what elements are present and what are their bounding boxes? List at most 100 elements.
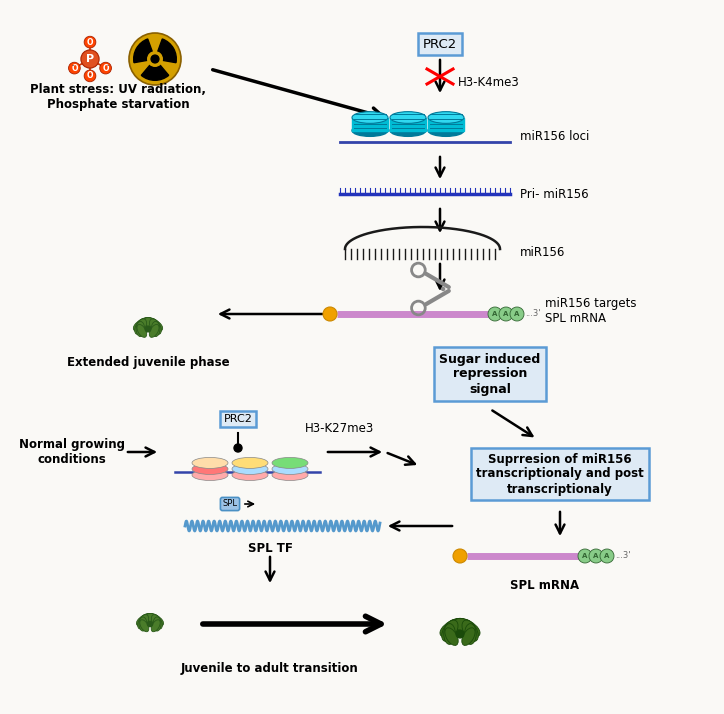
Ellipse shape: [462, 620, 479, 641]
Ellipse shape: [144, 318, 163, 331]
Circle shape: [100, 62, 111, 74]
Ellipse shape: [352, 111, 388, 124]
Text: Pri- miR156: Pri- miR156: [520, 188, 589, 201]
Text: SPL TF: SPL TF: [248, 542, 292, 555]
Text: -: -: [106, 62, 109, 69]
Ellipse shape: [428, 111, 464, 124]
Circle shape: [148, 51, 162, 66]
Text: A: A: [514, 311, 520, 317]
Text: Normal growing
conditions: Normal growing conditions: [19, 438, 125, 466]
Ellipse shape: [149, 319, 161, 334]
Ellipse shape: [454, 618, 480, 638]
Wedge shape: [134, 39, 155, 63]
Ellipse shape: [137, 324, 147, 337]
Ellipse shape: [138, 615, 148, 629]
Circle shape: [234, 444, 242, 452]
Text: PRC2: PRC2: [423, 38, 457, 51]
Text: Extended juvenile phase: Extended juvenile phase: [67, 356, 230, 369]
Circle shape: [453, 549, 467, 563]
Ellipse shape: [440, 618, 466, 638]
Text: miR156 targets
SPL mRNA: miR156 targets SPL mRNA: [545, 297, 636, 325]
Circle shape: [81, 50, 99, 68]
Circle shape: [323, 307, 337, 321]
Text: A: A: [582, 553, 588, 559]
Text: ...3': ...3': [525, 309, 541, 318]
Text: Sugar induced
repression
signal: Sugar induced repression signal: [439, 353, 541, 396]
Text: O: O: [71, 64, 77, 73]
Text: ...3': ...3': [615, 551, 631, 560]
Ellipse shape: [352, 125, 388, 136]
Ellipse shape: [135, 319, 146, 334]
Ellipse shape: [232, 458, 268, 468]
Bar: [390, 118, 426, 131]
Text: P: P: [86, 54, 94, 64]
Ellipse shape: [133, 318, 152, 331]
Text: A: A: [605, 553, 610, 559]
Bar: [428, 118, 464, 131]
Circle shape: [84, 36, 96, 48]
Text: Suprresion of miR156
transcriptionaly and post
transcriptionaly: Suprresion of miR156 transcriptionaly an…: [476, 453, 644, 496]
Ellipse shape: [192, 463, 228, 474]
Wedge shape: [155, 39, 177, 63]
Circle shape: [578, 549, 592, 563]
Circle shape: [84, 70, 96, 81]
Ellipse shape: [272, 463, 308, 474]
Text: H3-K27me3: H3-K27me3: [305, 423, 374, 436]
Ellipse shape: [151, 620, 160, 632]
Circle shape: [69, 62, 80, 74]
Ellipse shape: [138, 318, 158, 329]
Circle shape: [600, 549, 614, 563]
Text: SPL: SPL: [222, 500, 237, 508]
Ellipse shape: [445, 628, 458, 645]
Ellipse shape: [153, 617, 161, 631]
Ellipse shape: [146, 613, 164, 626]
Text: PRC2: PRC2: [224, 414, 253, 424]
Text: A: A: [492, 311, 497, 317]
Ellipse shape: [444, 623, 455, 645]
Ellipse shape: [140, 620, 148, 632]
Text: O: O: [87, 38, 93, 46]
Text: miR156: miR156: [520, 246, 565, 258]
Text: A: A: [503, 311, 509, 317]
Ellipse shape: [272, 470, 308, 481]
Ellipse shape: [272, 458, 308, 468]
Bar: [352, 118, 388, 131]
Circle shape: [442, 288, 445, 291]
Circle shape: [510, 307, 524, 321]
Ellipse shape: [232, 463, 268, 474]
Circle shape: [499, 307, 513, 321]
Circle shape: [488, 307, 502, 321]
Circle shape: [589, 549, 603, 563]
Text: Juvenile to adult transition: Juvenile to adult transition: [181, 662, 359, 675]
Text: O: O: [102, 64, 109, 73]
Circle shape: [145, 326, 151, 332]
Ellipse shape: [192, 470, 228, 481]
Ellipse shape: [141, 613, 159, 624]
Text: SPL mRNA: SPL mRNA: [510, 579, 580, 592]
Ellipse shape: [136, 613, 154, 626]
Text: A: A: [593, 553, 599, 559]
Circle shape: [129, 33, 181, 85]
Ellipse shape: [442, 620, 458, 641]
Circle shape: [151, 55, 159, 63]
Text: -: -: [89, 71, 91, 77]
Ellipse shape: [462, 628, 475, 645]
Circle shape: [148, 621, 153, 627]
Text: O: O: [87, 71, 93, 81]
Ellipse shape: [149, 324, 159, 337]
Ellipse shape: [139, 617, 147, 631]
Ellipse shape: [151, 321, 160, 336]
Text: Plant stress: UV radiation,
Phosphate starvation: Plant stress: UV radiation, Phosphate st…: [30, 83, 206, 111]
Ellipse shape: [428, 125, 464, 136]
Ellipse shape: [232, 470, 268, 481]
Ellipse shape: [390, 125, 426, 136]
Ellipse shape: [447, 618, 473, 634]
Ellipse shape: [390, 111, 426, 124]
Ellipse shape: [465, 623, 476, 645]
Circle shape: [456, 630, 464, 638]
Text: -: -: [71, 62, 74, 69]
Wedge shape: [141, 59, 169, 80]
Ellipse shape: [136, 321, 145, 336]
Ellipse shape: [192, 458, 228, 468]
Text: miR156 loci: miR156 loci: [520, 129, 589, 143]
